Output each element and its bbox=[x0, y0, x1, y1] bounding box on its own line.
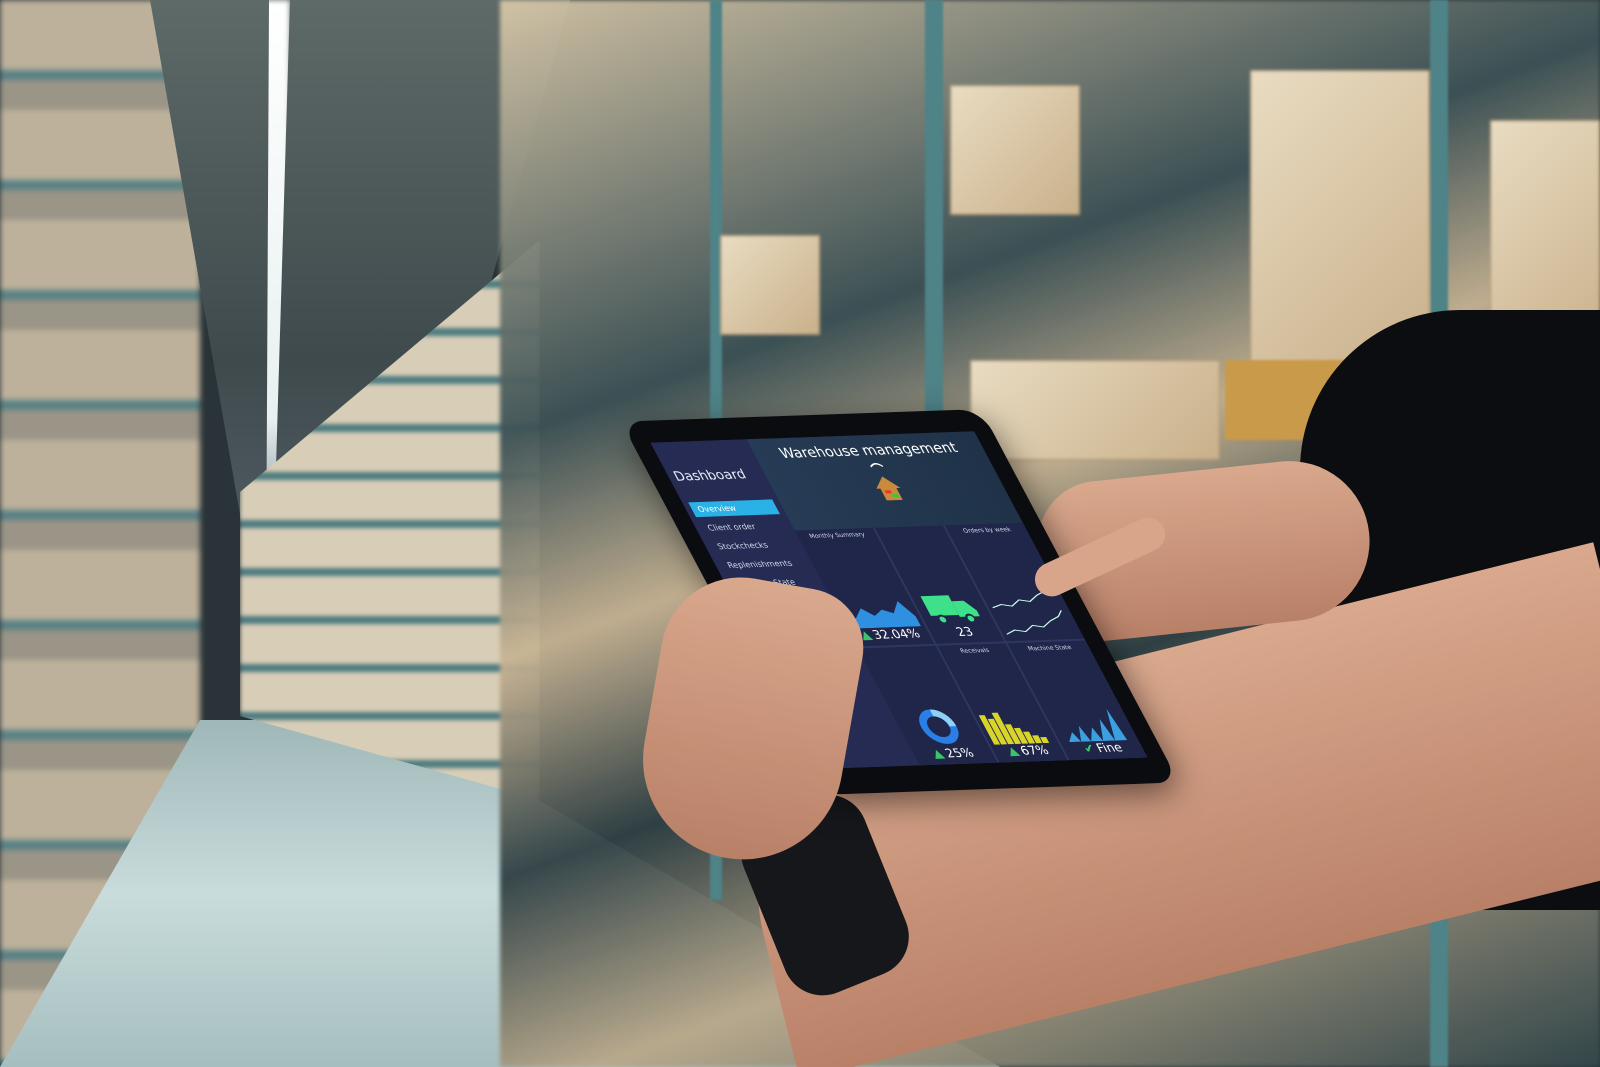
panel-label: Monthly Summary bbox=[807, 531, 867, 541]
machine-state-value: Fine bbox=[1093, 740, 1126, 756]
up-arrow-icon bbox=[930, 749, 946, 759]
sidebar-title: Dashboard bbox=[670, 467, 750, 485]
spike-chart bbox=[1069, 708, 1128, 743]
box bbox=[720, 235, 820, 335]
donut-chart bbox=[919, 709, 959, 744]
trucks-panel[interactable]: 23 bbox=[874, 525, 1005, 645]
monthly-value: 32.04% bbox=[869, 626, 923, 643]
menu-overview[interactable]: Overview bbox=[688, 499, 780, 518]
receivals-panel[interactable]: Receivals 67% bbox=[937, 643, 1068, 763]
warehouse-wifi-icon bbox=[870, 463, 903, 501]
trucks-value: 23 bbox=[953, 625, 977, 640]
box bbox=[950, 85, 1080, 215]
bar-chart bbox=[978, 712, 1050, 745]
donut-panel[interactable]: 25% bbox=[857, 646, 998, 766]
donut-value: 25% bbox=[942, 745, 977, 761]
receivals-value: 67% bbox=[1017, 743, 1052, 758]
panel-label: Receivals bbox=[959, 647, 992, 656]
truck-icon bbox=[920, 595, 981, 625]
area-chart bbox=[848, 601, 922, 630]
menu-replenishments[interactable]: Replenishments bbox=[725, 558, 795, 570]
tablet: Dashboard Overview Client order Stockche… bbox=[620, 409, 1180, 795]
panel-label: Orders by week bbox=[961, 526, 1013, 535]
up-arrow-icon bbox=[1005, 746, 1021, 756]
box bbox=[1250, 70, 1430, 370]
machine-state-panel[interactable]: Machine State ✔ Fine bbox=[1007, 641, 1148, 761]
dashboard-screen: Dashboard Overview Client order Stockche… bbox=[650, 431, 1148, 769]
box bbox=[970, 360, 1220, 460]
menu-client-order[interactable]: Client order bbox=[705, 522, 758, 533]
menu-stockchecks[interactable]: Stockchecks bbox=[715, 540, 771, 552]
monthly-summary-panel[interactable]: Monthly Summary 32.04% bbox=[794, 527, 935, 648]
panel-label: Machine State bbox=[1026, 644, 1074, 653]
header: Warehouse management bbox=[746, 431, 1023, 531]
